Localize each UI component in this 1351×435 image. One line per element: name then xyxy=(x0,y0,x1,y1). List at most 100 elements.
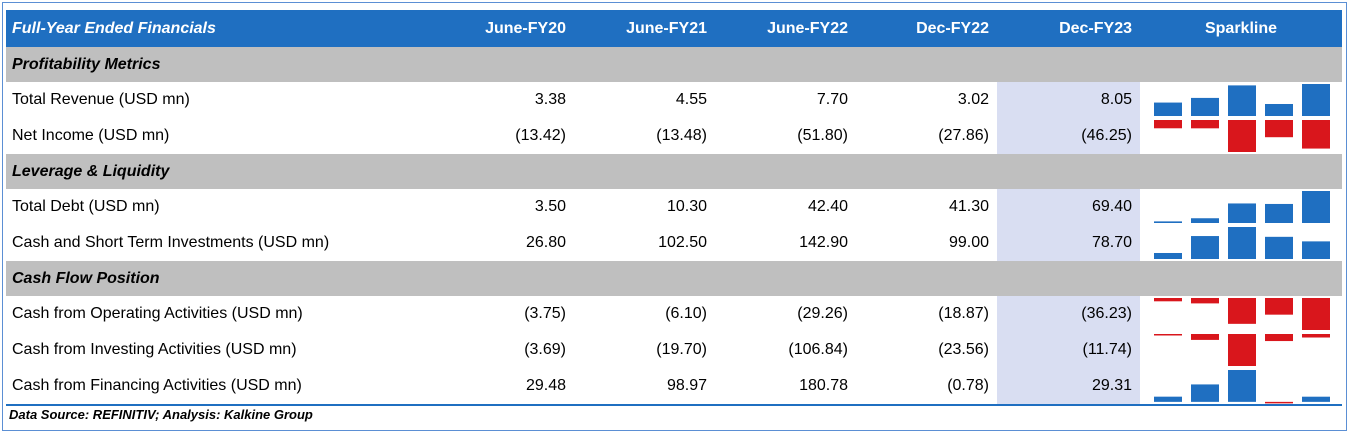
sparkline-bar xyxy=(1191,334,1219,340)
sparkline-bar xyxy=(1265,120,1293,138)
table-row: Cash from Financing Activities (USD mn) 2… xyxy=(6,368,1342,406)
sparkline-bar xyxy=(1302,120,1330,149)
section-row: Cash Flow Position xyxy=(6,261,1342,296)
section-label: Cash Flow Position xyxy=(6,261,1342,296)
sparkline-bar xyxy=(1191,97,1219,116)
sparkline-bar xyxy=(1265,298,1293,315)
table-cell: (13.42) xyxy=(515,127,566,144)
sparkline-bar xyxy=(1228,298,1256,324)
row-label: Total Debt (USD mn) xyxy=(12,198,160,215)
table-row: Cash from Investing Activities (USD mn) (… xyxy=(6,332,1342,368)
table-cell: (13.48) xyxy=(656,127,707,144)
row-label: Cash from Financing Activities (USD mn) xyxy=(6,368,446,406)
sparkline-bar xyxy=(1154,298,1182,302)
financials-table: Full-Year Ended Financials June-FY20 Jun… xyxy=(6,10,1342,406)
table-cell: (46.25) xyxy=(997,118,1140,154)
sparkline-chart xyxy=(1154,227,1330,259)
table-cell: 29.31 xyxy=(997,368,1140,406)
sparkline-cell xyxy=(1140,296,1342,332)
table-cell: 4.55 xyxy=(675,91,707,108)
sparkline-bar xyxy=(1302,334,1330,338)
sparkline-cell xyxy=(1140,189,1342,225)
sparkline-chart xyxy=(1154,298,1330,330)
sparkline-bar xyxy=(1228,334,1256,366)
sparkline-bar xyxy=(1154,396,1182,402)
sparkline-cell xyxy=(1140,118,1342,154)
table-cell: 3.02 xyxy=(957,91,989,108)
table-row: Total Revenue (USD mn) 3.38 4.55 7.70 3.02 8.… xyxy=(6,82,1342,118)
sparkline-bar xyxy=(1228,370,1256,402)
sparkline-header: Sparkline xyxy=(1140,10,1342,47)
sparkline-cell xyxy=(1140,82,1342,118)
column-header: June-FY20 xyxy=(446,10,574,47)
sparkline-bar xyxy=(1154,334,1182,336)
sparkline-bar xyxy=(1228,120,1256,152)
table-cell: 10.30 xyxy=(666,198,707,215)
sparkline-bar xyxy=(1154,252,1182,259)
sparkline-chart xyxy=(1154,370,1330,403)
section-label: Leverage & Liquidity xyxy=(6,154,1342,189)
table-cell: (19.70) xyxy=(656,341,707,358)
section-row: Leverage & Liquidity xyxy=(6,154,1342,189)
sparkline-bar xyxy=(1302,298,1330,330)
row-label: Cash and Short Term Investments (USD mn) xyxy=(12,234,330,251)
sparkline-bar xyxy=(1265,401,1293,403)
sparkline-bar xyxy=(1265,103,1293,116)
header-row: Full-Year Ended Financials June-FY20 Jun… xyxy=(6,10,1342,47)
table-cell: 29.48 xyxy=(446,368,574,406)
table-cell: (11.74) xyxy=(997,332,1140,368)
sparkline-bar xyxy=(1191,120,1219,129)
sparkline-bar xyxy=(1265,203,1293,223)
sparkline-bar xyxy=(1191,298,1219,304)
table-cell: 102.50 xyxy=(658,234,707,251)
table-cell: 26.80 xyxy=(525,234,566,251)
table-row: Cash from Operating Activities (USD mn) (… xyxy=(6,296,1342,332)
row-label: Net Income (USD mn) xyxy=(12,127,170,144)
row-label: Cash from Investing Activities (USD mn) xyxy=(12,341,297,358)
data-source-note: Data Source: REFINITIV; Analysis: Kalkin… xyxy=(9,407,313,422)
section-label: Profitability Metrics xyxy=(6,47,1342,82)
sparkline-chart xyxy=(1154,191,1330,223)
sparkline-bar xyxy=(1154,102,1182,116)
table-cell: (27.86) xyxy=(938,127,989,144)
table-cell: 3.38 xyxy=(534,91,566,108)
table-cell: (3.75) xyxy=(524,305,566,322)
table-cell: 7.70 xyxy=(816,91,848,108)
sparkline-bar xyxy=(1191,384,1219,402)
sparkline-bar xyxy=(1302,191,1330,223)
table-cell: (6.10) xyxy=(665,305,707,322)
sparkline-bar xyxy=(1228,203,1256,223)
sparkline-chart xyxy=(1154,84,1330,116)
sparkline-bar xyxy=(1191,218,1219,223)
sparkline-chart xyxy=(1154,334,1330,366)
table-cell: (3.69) xyxy=(524,341,566,358)
sparkline-cell xyxy=(1140,332,1342,368)
column-header: June-FY22 xyxy=(715,10,856,47)
table-cell: 69.40 xyxy=(997,189,1140,225)
table-cell: 98.97 xyxy=(574,368,715,406)
table-row: Cash and Short Term Investments (USD mn)… xyxy=(6,225,1342,261)
sparkline-bar xyxy=(1154,221,1182,223)
table-row: Net Income (USD mn) (13.42) (13.48) (51.80)… xyxy=(6,118,1342,154)
sparkline-bar xyxy=(1228,85,1256,116)
table-cell: 142.90 xyxy=(799,234,848,251)
table-cell: 41.30 xyxy=(948,198,989,215)
table-cell: 3.50 xyxy=(534,198,566,215)
table-cell: (18.87) xyxy=(938,305,989,322)
table-row: Total Debt (USD mn) 3.50 10.30 42.40 41.30 69… xyxy=(6,189,1342,225)
column-header: Dec-FY22 xyxy=(856,10,997,47)
sparkline-cell xyxy=(1140,368,1342,406)
sparkline-bar xyxy=(1154,120,1182,129)
table-cell: (51.80) xyxy=(797,127,848,144)
table-cell: 8.05 xyxy=(997,82,1140,118)
sparkline-bar xyxy=(1302,84,1330,116)
sparkline-bar xyxy=(1265,236,1293,259)
table-cell: (23.56) xyxy=(938,341,989,358)
sparkline-bar xyxy=(1228,227,1256,259)
row-label: Total Revenue (USD mn) xyxy=(12,91,190,108)
column-header: June-FY21 xyxy=(574,10,715,47)
section-row: Profitability Metrics xyxy=(6,47,1342,82)
table-cell: (106.84) xyxy=(788,341,848,358)
table-title: Full-Year Ended Financials xyxy=(6,10,446,47)
